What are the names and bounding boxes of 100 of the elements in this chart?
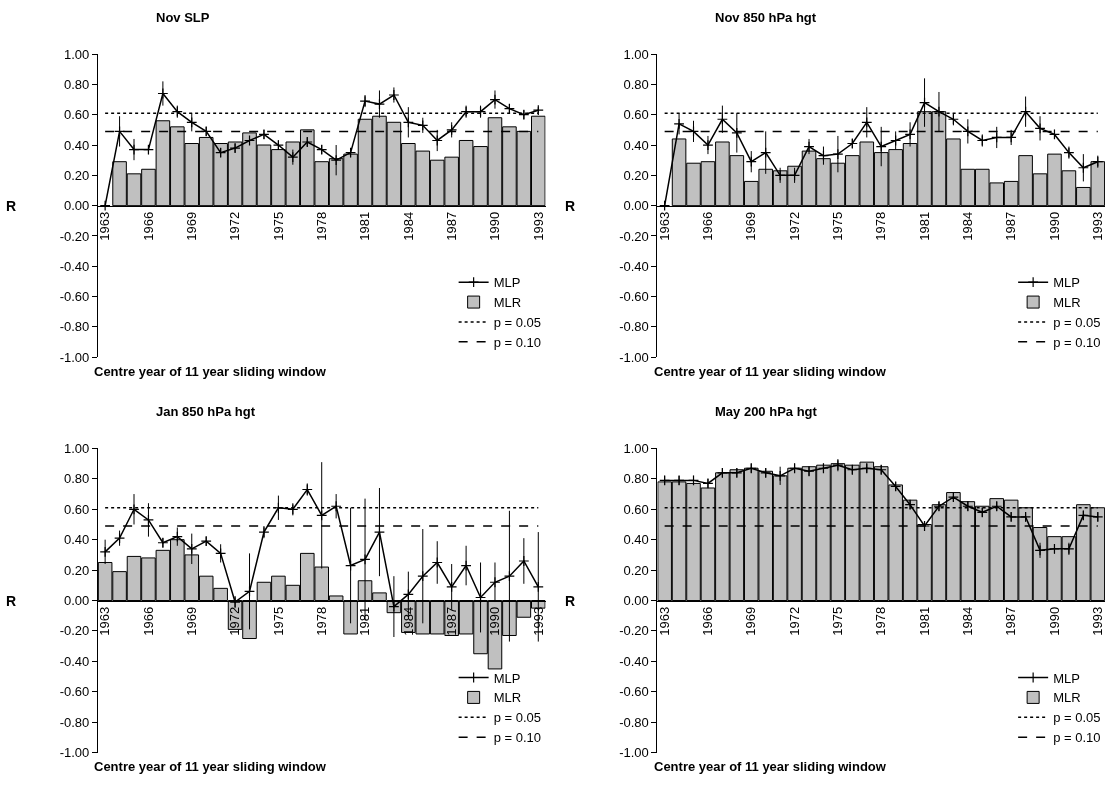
legend-label: MLR: [1053, 690, 1081, 706]
x-tick-label: 1969: [743, 211, 759, 241]
point: [402, 588, 414, 600]
y-tick-label: 0.00: [623, 198, 649, 214]
point: [186, 543, 198, 555]
point: [702, 139, 714, 151]
x-tick-label: 1975: [830, 211, 846, 241]
y-tick-label: -0.40: [59, 258, 90, 274]
point: [128, 503, 140, 515]
point: [904, 128, 916, 140]
point: [745, 462, 757, 474]
y-tick-label: -0.40: [619, 653, 649, 669]
legend-label: p = 0.05: [1053, 710, 1101, 726]
y-tick-label: 0.40: [64, 137, 90, 153]
point: [402, 116, 414, 128]
x-tick-label: 1981: [357, 606, 373, 636]
y-axis-title: R: [565, 198, 576, 214]
y-tick-label: 0.40: [623, 137, 649, 153]
y-tick-label: -1.00: [619, 349, 649, 365]
point: [475, 106, 487, 118]
point: [417, 570, 429, 582]
point: [431, 134, 443, 146]
point: [446, 581, 458, 593]
point: [688, 474, 700, 486]
point: [673, 118, 685, 130]
x-tick-label: 1987: [443, 606, 459, 636]
point: [774, 470, 786, 482]
point: [702, 477, 714, 489]
point: [359, 553, 371, 565]
point: [171, 531, 183, 543]
point: [417, 119, 429, 131]
y-tick-label: 0.80: [64, 76, 90, 92]
x-tick-label: 1966: [700, 211, 716, 241]
x-tick-label: 1963: [97, 606, 113, 636]
point: [373, 98, 385, 110]
x-tick-label: 1987: [1003, 211, 1019, 241]
point: [962, 500, 974, 512]
point: [875, 141, 887, 153]
point: [330, 154, 342, 166]
point: [330, 500, 342, 512]
y-tick-label: 1.00: [623, 46, 649, 62]
x-tick-label: 1990: [1046, 211, 1062, 241]
x-tick-label: 1966: [700, 606, 716, 636]
point: [760, 147, 772, 159]
point: [388, 89, 400, 101]
point: [258, 526, 270, 538]
y-tick-label: -0.60: [619, 289, 649, 305]
x-tick-label: 1963: [656, 211, 672, 241]
x-tick-label: 1975: [270, 211, 286, 241]
legend-label: p = 0.10: [1053, 334, 1101, 350]
x-axis-title: Centre year of 11 year sliding window: [654, 759, 887, 774]
point: [229, 142, 241, 154]
x-tick-label: 1990: [487, 606, 503, 636]
point: [904, 499, 916, 511]
x-tick-label: 1975: [830, 606, 846, 636]
point: [186, 116, 198, 128]
y-tick-label: 0.00: [64, 593, 90, 609]
x-tick-label: 1984: [960, 211, 976, 241]
x-tick-label: 1978: [313, 606, 329, 636]
point: [431, 557, 443, 568]
y-tick-label: -1.00: [59, 745, 90, 761]
legend-label: MLR: [493, 690, 522, 706]
point: [503, 570, 515, 582]
point: [518, 109, 530, 121]
x-tick-label: 1987: [443, 211, 459, 241]
x-tick-label: 1984: [400, 211, 416, 241]
legend-label: MLP: [493, 670, 521, 686]
y-tick-label: -1.00: [619, 745, 649, 761]
point: [673, 474, 685, 486]
legend-label: p = 0.05: [493, 315, 541, 331]
x-axis-title: Centre year of 11 year sliding window: [94, 364, 327, 379]
y-tick-label: 0.60: [64, 501, 90, 517]
point: [142, 514, 154, 526]
point: [774, 169, 786, 181]
y-tick-label: 1.00: [64, 46, 90, 62]
point: [128, 144, 140, 156]
x-tick-label: 1969: [183, 606, 199, 636]
point: [446, 124, 458, 136]
point: [532, 581, 544, 593]
point: [976, 506, 988, 518]
point: [731, 127, 743, 139]
y-tick-label: -0.80: [59, 319, 90, 335]
legend-label: p = 0.10: [1053, 730, 1101, 746]
point: [832, 459, 844, 471]
x-tick-label: 1984: [960, 606, 976, 636]
x-tick-label: 1981: [916, 606, 932, 636]
x-tick-label: 1972: [227, 211, 243, 241]
y-axis-title: R: [6, 198, 17, 214]
point: [345, 560, 357, 572]
legend-label: p = 0.05: [1053, 315, 1101, 331]
point: [731, 467, 743, 479]
y-tick-label: -0.60: [619, 684, 649, 700]
point: [803, 141, 815, 153]
point: [861, 462, 873, 474]
point: [861, 116, 873, 128]
point: [933, 106, 945, 118]
point: [716, 113, 728, 125]
legend-label: MLP: [1053, 670, 1080, 686]
point: [1077, 509, 1089, 521]
x-tick-label: 1993: [530, 211, 546, 241]
